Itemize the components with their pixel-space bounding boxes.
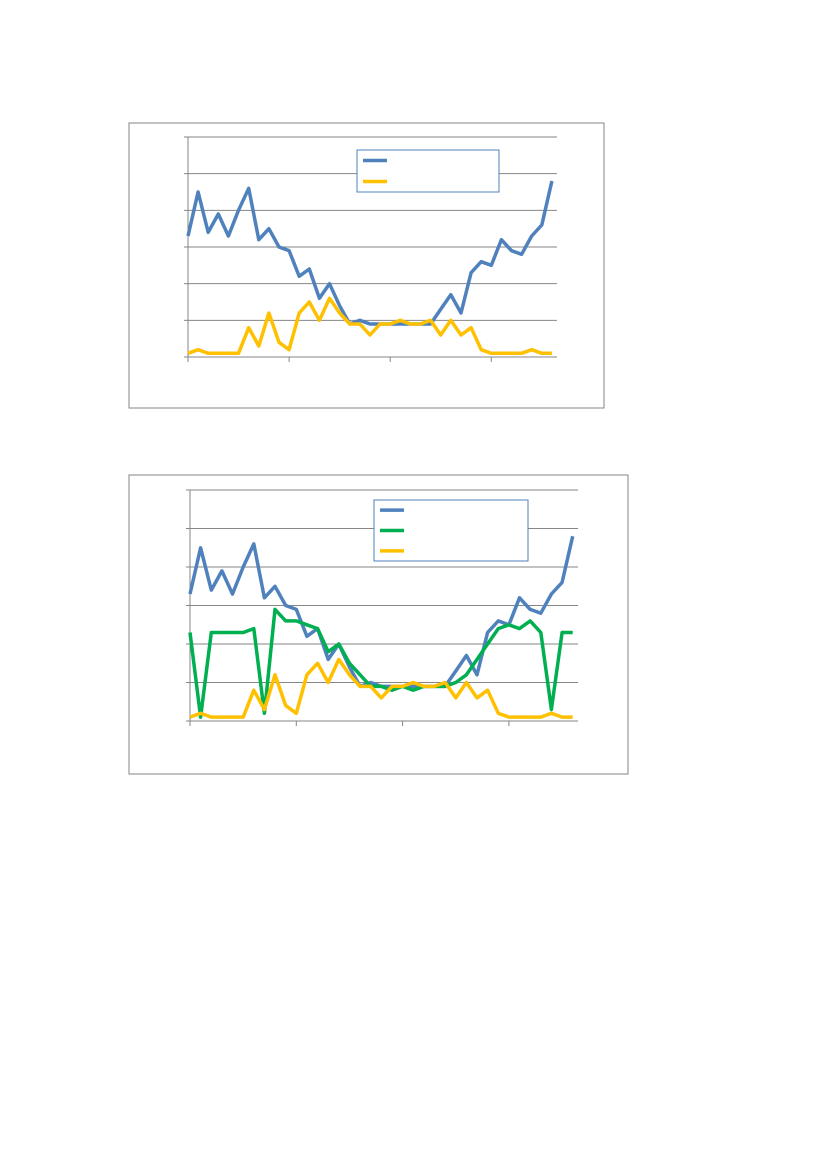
series-line: [188, 607, 573, 719]
series-line: [189, 657, 573, 719]
series-line: [186, 180, 554, 326]
legend: [356, 149, 500, 193]
series-line: [187, 296, 552, 356]
